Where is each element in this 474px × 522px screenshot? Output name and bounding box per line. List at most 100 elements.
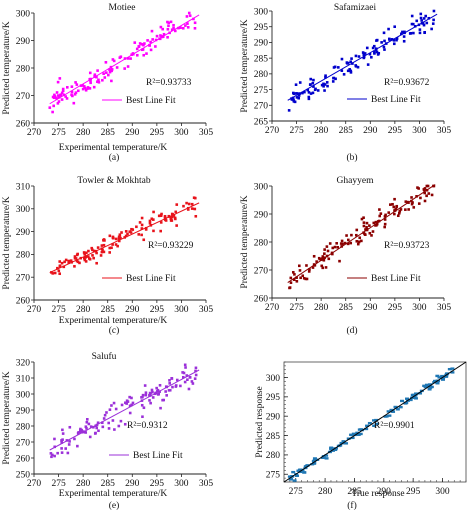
x-axis-label: Experimental temperature/K <box>59 489 168 499</box>
data-point <box>124 230 128 233</box>
data-point <box>190 380 194 383</box>
data-point <box>89 81 92 85</box>
data-point <box>410 22 414 26</box>
data-point <box>152 229 155 233</box>
r-squared-label: R²=0.93723 <box>384 241 430 251</box>
data-point <box>117 237 121 240</box>
data-point <box>340 69 344 72</box>
data-point <box>383 48 386 51</box>
data-point <box>404 208 407 211</box>
data-point <box>431 22 435 25</box>
x-tick-label: 270 <box>27 305 42 315</box>
data-point <box>135 47 139 51</box>
data-point <box>141 393 145 397</box>
data-point <box>152 210 155 214</box>
data-point <box>52 104 55 108</box>
data-point <box>158 383 162 387</box>
data-point <box>343 241 347 245</box>
data-point <box>144 226 148 230</box>
data-point <box>322 82 325 86</box>
data-point <box>60 441 64 444</box>
x-tick-label: 300 <box>412 126 427 136</box>
data-point <box>174 384 178 387</box>
data-point <box>411 22 415 26</box>
data-point <box>185 15 189 18</box>
data-point <box>140 42 143 46</box>
data-point <box>130 403 133 407</box>
data-point <box>422 23 426 27</box>
data-point <box>91 248 94 252</box>
data-point <box>74 91 78 94</box>
data-point <box>393 406 398 409</box>
data-point <box>371 230 375 233</box>
data-point <box>192 196 196 200</box>
data-point <box>84 260 88 263</box>
data-point <box>61 89 65 93</box>
data-point <box>166 35 169 39</box>
data-point <box>382 31 386 35</box>
data-point <box>133 41 137 44</box>
y-axis-label: Predicted temperature/K <box>2 371 12 464</box>
y-tick-label: 280 <box>266 451 281 461</box>
data-point <box>422 384 427 388</box>
panel-caption: (b) <box>346 152 357 163</box>
data-point <box>396 214 400 218</box>
data-point <box>66 451 70 455</box>
r-squared-label: R²=0.93733 <box>146 78 192 88</box>
data-point <box>53 271 57 275</box>
data-point <box>308 268 311 271</box>
data-point <box>337 66 340 69</box>
x-tick-label: 285 <box>339 303 354 313</box>
data-point <box>107 73 110 77</box>
data-point <box>86 418 89 421</box>
data-point <box>354 54 358 58</box>
data-point <box>422 17 426 20</box>
data-point <box>355 233 358 237</box>
data-point <box>375 222 379 226</box>
data-point <box>303 465 308 468</box>
chart-title: Salufu <box>92 351 117 362</box>
data-point <box>170 28 174 32</box>
data-point <box>170 219 174 222</box>
y-tick-label: 280 <box>254 238 269 248</box>
data-point <box>83 252 86 256</box>
x-tick-label: 275 <box>289 126 304 136</box>
data-point <box>307 270 311 273</box>
data-point <box>117 424 121 428</box>
data-point <box>398 209 402 213</box>
data-point <box>111 419 115 422</box>
best-fit-line <box>287 13 438 101</box>
data-point <box>112 401 116 405</box>
data-point <box>389 203 392 206</box>
y-tick-label: 295 <box>254 23 269 33</box>
panel-caption: (e) <box>109 500 120 511</box>
data-point <box>288 478 293 481</box>
x-tick-label: 285 <box>101 479 116 489</box>
data-point <box>154 45 157 48</box>
data-point <box>423 199 427 203</box>
data-point <box>169 20 173 24</box>
data-point <box>295 276 298 279</box>
data-point <box>397 211 401 215</box>
data-point <box>425 21 429 25</box>
data-point <box>323 248 326 251</box>
data-point <box>148 43 151 47</box>
data-point <box>123 67 126 70</box>
data-point <box>319 258 323 261</box>
chart-panel-safamizaei: 270 275 280 285 290 295 300 3052652702752802852… <box>240 2 451 163</box>
x-tick-label: 270 <box>265 303 280 313</box>
data-point <box>184 366 187 369</box>
data-point <box>321 255 325 258</box>
data-point <box>187 11 191 15</box>
data-point <box>128 230 132 233</box>
data-point <box>316 89 320 92</box>
data-point <box>357 55 361 58</box>
data-point <box>378 208 381 211</box>
data-point <box>53 93 56 97</box>
x-tick-label: 285 <box>101 128 116 138</box>
data-point <box>425 194 428 198</box>
data-point <box>440 374 445 378</box>
x-tick-label: 290 <box>125 305 140 315</box>
data-point <box>372 44 376 48</box>
data-point <box>174 217 177 221</box>
